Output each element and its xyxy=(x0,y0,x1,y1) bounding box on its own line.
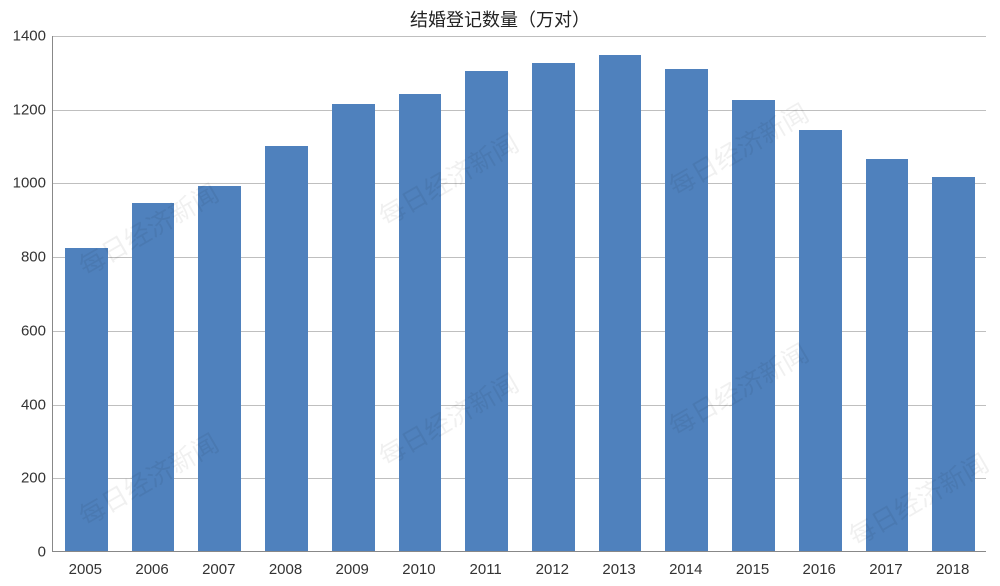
y-axis-tick-label: 800 xyxy=(0,249,46,266)
x-axis-tick-label: 2007 xyxy=(202,561,235,578)
bar xyxy=(265,146,308,551)
y-axis-tick-label: 1400 xyxy=(0,28,46,45)
x-axis-tick-label: 2010 xyxy=(402,561,435,578)
chart-title: 结婚登记数量（万对） xyxy=(0,6,1000,32)
bar xyxy=(465,71,508,551)
x-axis-tick-label: 2011 xyxy=(470,561,502,578)
y-axis-tick-label: 600 xyxy=(0,322,46,339)
bar xyxy=(399,94,442,551)
gridline xyxy=(53,183,986,184)
bar xyxy=(732,100,775,552)
gridline xyxy=(53,36,986,37)
chart-container: 结婚登记数量（万对） 0 200 400 600 800 1000 1200 1400 2005… xyxy=(0,0,1000,586)
gridline xyxy=(53,478,986,479)
x-axis-tick-label: 2006 xyxy=(135,561,168,578)
bar xyxy=(198,186,241,551)
bar xyxy=(65,248,108,551)
bar xyxy=(332,104,375,551)
x-axis-tick-label: 2015 xyxy=(736,561,769,578)
x-axis-tick-label: 2018 xyxy=(936,561,969,578)
gridline xyxy=(53,257,986,258)
x-axis-tick-label: 2005 xyxy=(69,561,102,578)
x-axis-tick-label: 2008 xyxy=(269,561,302,578)
gridline xyxy=(53,110,986,111)
bar xyxy=(932,177,975,551)
bar xyxy=(866,159,909,551)
y-axis-tick-label: 0 xyxy=(0,544,46,561)
y-axis-tick-label: 1200 xyxy=(0,101,46,118)
plot-area xyxy=(52,36,986,552)
x-axis-tick-label: 2009 xyxy=(336,561,369,578)
bar xyxy=(532,63,575,551)
y-axis-tick-label: 1000 xyxy=(0,175,46,192)
y-axis-tick-label: 400 xyxy=(0,396,46,413)
x-axis-tick-label: 2012 xyxy=(536,561,569,578)
bar xyxy=(799,130,842,551)
x-axis-tick-label: 2016 xyxy=(803,561,836,578)
x-axis-tick-label: 2014 xyxy=(669,561,702,578)
bar xyxy=(665,69,708,551)
x-axis-tick-label: 2017 xyxy=(869,561,902,578)
bar xyxy=(599,55,642,551)
bar xyxy=(132,203,175,551)
gridline xyxy=(53,405,986,406)
y-axis-tick-label: 200 xyxy=(0,470,46,487)
gridline xyxy=(53,331,986,332)
x-axis-tick-label: 2013 xyxy=(602,561,635,578)
